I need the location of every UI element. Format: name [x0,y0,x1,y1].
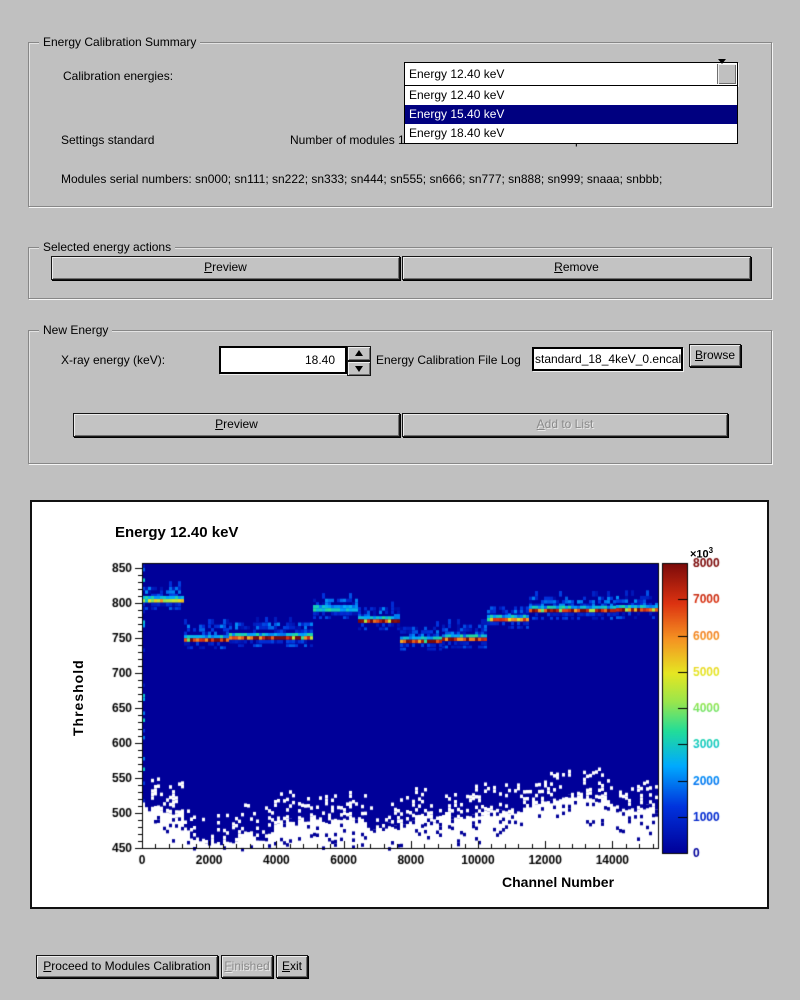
calibration-energies-combobox[interactable]: Energy 12.40 keV [404,59,738,86]
actions-group-title: Selected energy actions [39,240,176,254]
preview-selected-button[interactable]: Preview [51,256,400,280]
plot-y-axis-label: Threshold [70,659,86,736]
browse-button[interactable]: Browse [689,344,741,367]
settings-standard-label: Settings standard [61,133,155,147]
colorbar-exponent-label: ×103 [690,546,714,561]
new-energy-groupbox: New Energy X-ray energy (keV): 18.40 Ene… [28,323,772,464]
arrow-down-icon [355,366,363,372]
spin-down-button[interactable] [347,361,371,376]
spin-up-button[interactable] [347,346,371,361]
exit-button[interactable]: Exit [276,955,308,978]
actions-groupbox: Selected energy actions Preview Remove [28,240,772,299]
serial-numbers-label: Modules serial numbers: sn000; sn111; sn… [61,172,663,186]
dropdown-option-selected[interactable]: Energy 15.40 keV [405,105,737,124]
add-to-list-button[interactable]: Add to List [402,413,728,437]
calibration-heatmap [32,502,767,907]
file-log-input[interactable]: standard_18_4keV_0.encal [532,347,683,371]
modules-count-label: Number of modules 12 [290,133,412,147]
remove-button[interactable]: Remove [402,256,751,280]
new-energy-group-title: New Energy [39,323,113,337]
arrow-up-icon [355,350,363,356]
combobox-value: Energy 12.40 keV [409,67,505,81]
finished-button[interactable]: Finished [221,955,273,978]
combobox-dropdown-button[interactable] [717,59,736,84]
summary-group-title: Energy Calibration Summary [39,35,201,49]
xray-energy-spinbox[interactable]: 18.40 [219,346,347,374]
calibration-energies-label: Calibration energies: [63,69,174,83]
plot-title: Energy 12.40 keV [115,524,239,541]
calibration-plot-panel: Energy 12.40 keV Threshold Channel Numbe… [30,500,769,909]
plot-x-axis-label: Channel Number [502,874,615,890]
preview-new-button[interactable]: Preview [73,413,400,437]
file-log-label: Energy Calibration File Log [376,353,521,367]
chevron-down-icon [718,59,726,78]
dropdown-option[interactable]: Energy 12.40 keV [409,88,505,102]
calibration-energies-dropdown-list: Energy 12.40 keV Energy 15.40 keV Energy… [404,85,738,144]
xray-energy-label: X-ray energy (keV): [61,353,166,367]
dropdown-option[interactable]: Energy 18.40 keV [409,126,505,140]
proceed-to-modules-button[interactable]: Proceed to Modules Calibration [36,955,218,978]
